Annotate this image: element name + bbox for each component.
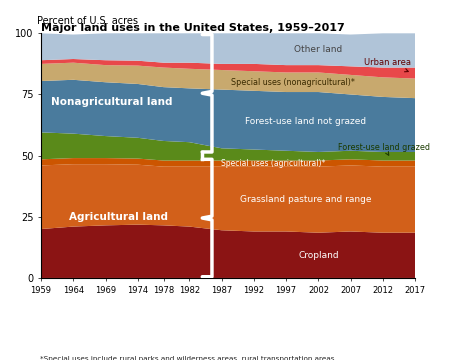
Text: Other land: Other land (294, 45, 342, 54)
Text: *Special uses include rural parks and wilderness areas, rural transportation are: *Special uses include rural parks and wi… (40, 356, 392, 360)
Text: Major land uses in the United States, 1959–2017: Major land uses in the United States, 19… (41, 23, 345, 32)
Text: Special uses (nonagricultural)*: Special uses (nonagricultural)* (231, 78, 355, 87)
Text: Urban area: Urban area (364, 58, 410, 72)
Text: Nonagricultural land: Nonagricultural land (51, 97, 173, 107)
Text: Agricultural land: Agricultural land (69, 212, 168, 222)
Text: Forest-use land grazed: Forest-use land grazed (338, 143, 430, 155)
Text: Grassland pasture and range: Grassland pasture and range (240, 195, 371, 204)
Text: Cropland: Cropland (298, 251, 339, 260)
Text: Percent of U.S. acres: Percent of U.S. acres (37, 16, 138, 26)
Text: Forest-use land not grazed: Forest-use land not grazed (245, 117, 366, 126)
Text: Special uses (agricultural)*: Special uses (agricultural)* (221, 159, 325, 168)
